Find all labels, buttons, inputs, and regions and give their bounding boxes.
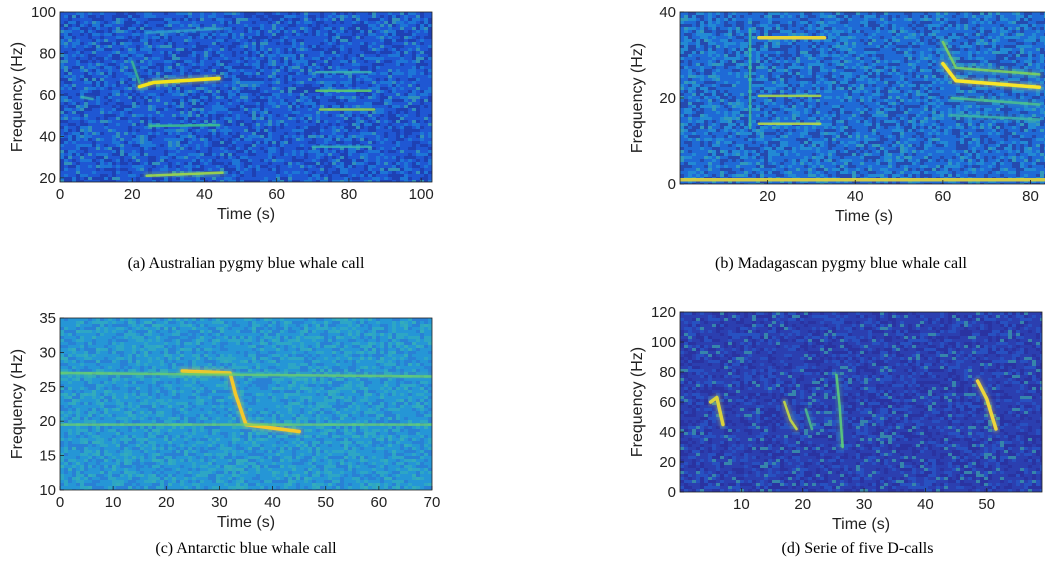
spectrogram-b: 20 40 60 80 0 20 40 Time (s) Frequency (Hz) [629,4,1045,225]
panel-d: 10 20 30 40 50 0 20 40 60 80 100 120 Time (s) Frequen… [560,300,1045,535]
y-axis-label: Frequency (Hz) [9,42,26,152]
axes-frame [59,11,433,183]
x-tick-label: 20 [759,188,776,205]
call-track [708,395,725,427]
y-tick-label: 40 [39,128,56,145]
y-tick-label: 40 [659,424,676,441]
y-tick-label: 20 [39,170,56,187]
call-track [137,76,221,89]
y-tick-label: 60 [39,87,56,104]
y-tick-label: 30 [39,344,56,361]
call-track [145,171,224,178]
x-tick-label: 100 [409,186,434,203]
spectrogram-image [60,318,432,490]
call-track [130,60,141,84]
y-tick-label: 15 [39,448,56,465]
call-track [80,95,94,101]
caption-d: (d) Serie of five D-calls [781,540,934,557]
caption-b: (b) Madagascan pygmy blue whale call [715,255,967,272]
x-tick-label: 60 [268,186,285,203]
panel-c: 0 10 20 30 40 50 60 70 10 15 20 25 30 35 Time (s) Frequ… [0,300,480,535]
x-axis-label: Time (s) [835,208,893,225]
x-tick-label: 60 [371,494,388,511]
call-track [145,27,224,34]
y-tick-label: 10 [39,482,56,499]
x-axis-label: Time (s) [832,516,890,533]
call-track [941,40,1041,76]
y-axis-label: Frequency (Hz) [9,349,26,459]
x-tick-label: 10 [733,496,750,513]
x-tick-label: 30 [211,494,228,511]
x-tick-label: 40 [196,186,213,203]
y-tick-label: 100 [31,4,56,21]
x-tick-label: 0 [56,186,64,203]
y-tick-label: 40 [659,4,676,21]
call-track [835,373,844,449]
panel-a: 0 20 40 60 80 100 20 40 60 80 100 Time (s) Frequency… [0,0,480,250]
x-tick-label: 10 [105,494,122,511]
call-track [804,408,814,431]
x-tick-label: 20 [124,186,141,203]
y-tick-label: 0 [668,484,676,501]
spectrogram-image [680,12,1045,184]
call-track [941,61,1041,89]
y-tick-label: 60 [659,394,676,411]
x-tick-label: 40 [917,496,934,513]
x-tick-label: 20 [158,494,175,511]
x-tick-label: 60 [935,188,952,205]
caption-a: (a) Australian pygmy blue whale call [127,255,365,272]
y-tick-label: 25 [39,379,56,396]
x-tick-label: 20 [794,496,811,513]
spectrogram-d: 10 20 30 40 50 0 20 40 60 80 100 120 Time (s) Frequen… [629,304,1043,533]
x-tick-label: 80 [1022,188,1039,205]
call-track [950,113,1041,121]
y-tick-label: 120 [651,304,676,321]
y-tick-label: 100 [651,334,676,351]
y-tick-label: 35 [39,310,56,327]
spectrogram-image [680,312,1042,492]
spectrogram-image [60,12,432,182]
y-axis-label: Frequency (Hz) [629,347,646,457]
noise-texture [60,318,432,490]
axes-frame [59,317,433,491]
x-tick-label: 30 [856,496,873,513]
x-tick-label: 50 [978,496,995,513]
y-tick-label: 20 [39,413,56,430]
y-tick-label: 80 [39,45,56,62]
caption-c: (c) Antarctic blue whale call [155,540,337,557]
x-tick-label: 50 [317,494,334,511]
x-tick-label: 40 [847,188,864,205]
x-tick-label: 80 [341,186,358,203]
y-tick-label: 0 [668,176,676,193]
y-tick-label: 20 [659,90,676,107]
x-tick-label: 40 [264,494,281,511]
y-axis-label: Frequency (Hz) [629,43,646,153]
x-tick-label: 70 [424,494,441,511]
call-track [950,96,1041,106]
panel-b: 20 40 60 80 0 20 40 Time (s) Frequency (Hz) [560,0,1045,250]
call-track [975,379,998,431]
x-axis-label: Time (s) [217,206,275,223]
x-tick-label: 0 [56,494,64,511]
call-track [60,371,432,378]
y-tick-label: 80 [659,364,676,381]
x-axis-label: Time (s) [217,514,275,531]
call-track [783,400,798,431]
y-tick-label: 20 [659,454,676,471]
call-track [149,123,221,128]
